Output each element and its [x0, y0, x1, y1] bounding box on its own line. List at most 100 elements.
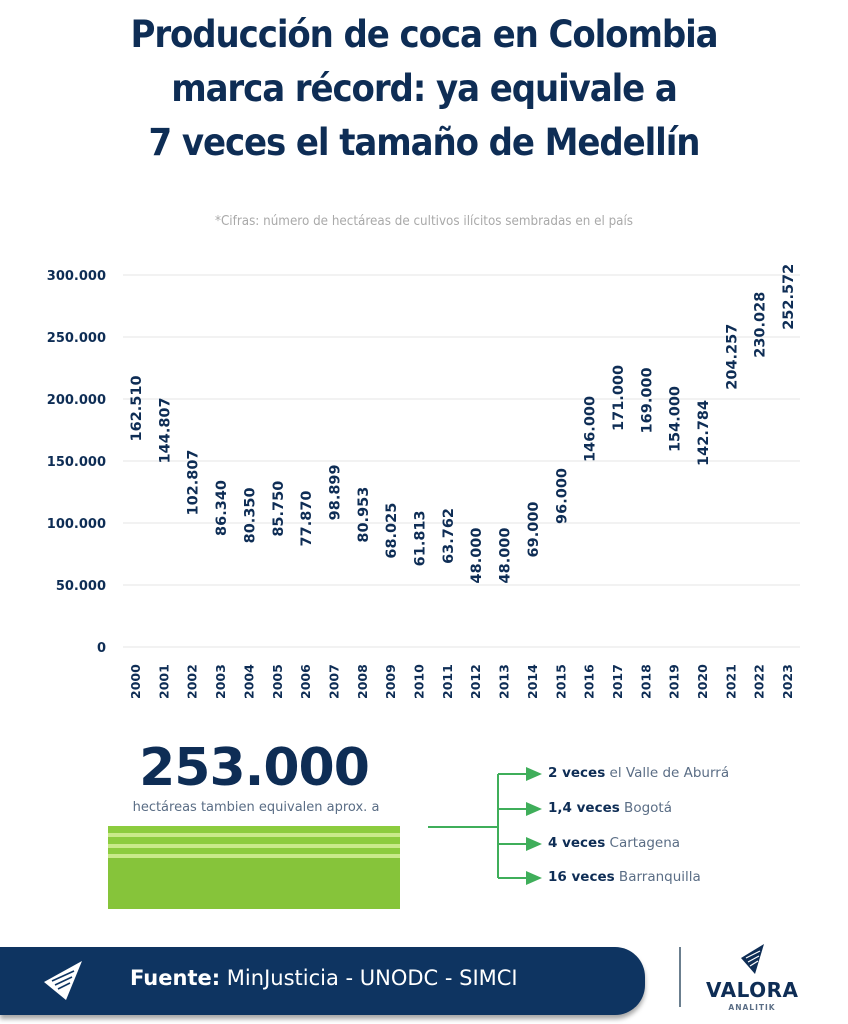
- bar-2018: [634, 437, 656, 644]
- x-tick-label: 2009: [383, 664, 398, 699]
- value-label: 85.750: [271, 481, 287, 537]
- coca-leaf-icon: [577, 550, 600, 570]
- coca-leaf-icon: [577, 600, 600, 619]
- y-tick-label: 50.000: [56, 579, 106, 594]
- coca-leaf-icon: [577, 500, 600, 520]
- bar-2019: [662, 456, 685, 644]
- coca-leaf-icon: [351, 600, 373, 619]
- equivalence-place: Cartagena: [605, 835, 681, 851]
- coca-leaf-icon: [237, 550, 260, 570]
- coca-leaf-icon: [719, 476, 742, 495]
- value-labels-layer: 162.510 144.807 102.807 86.340 80.350 85.750 7…: [129, 264, 797, 584]
- coca-leaf-icon: [152, 600, 175, 619]
- coca-leaf-icon: [237, 600, 260, 619]
- bar-2017: [606, 434, 628, 644]
- x-tick-label: 2008: [355, 664, 370, 699]
- coca-leaf-icon: [464, 600, 486, 619]
- x-tick-label: 2014: [525, 664, 540, 699]
- value-label: 144.807: [157, 397, 173, 463]
- coca-leaf-icon: [521, 600, 543, 619]
- x-tick-label: 2002: [185, 664, 200, 699]
- source-label: Fuente:: [130, 966, 221, 990]
- coca-leaf-icon: [181, 600, 203, 619]
- value-label: 68.025: [384, 503, 400, 559]
- pictogram-chart: 0 50.000 100.000 150.000 200.000 250.000 300.0…: [47, 264, 800, 699]
- coca-leaf-icon: [436, 624, 458, 644]
- source-banner: [0, 947, 645, 1015]
- coca-leaf-icon: [209, 550, 231, 570]
- coca-leaf-icon: [719, 401, 742, 421]
- value-label: 204.257: [724, 324, 740, 390]
- bar-2020: [691, 476, 713, 644]
- coca-leaf-icon: [691, 476, 713, 495]
- x-tick-label: 2001: [156, 664, 171, 699]
- equivalence-factor: 2 veces: [548, 765, 606, 781]
- coca-leaf-icon: [152, 525, 175, 545]
- coca-leaf-icon: [634, 525, 656, 545]
- coca-leaf-icon: [294, 550, 316, 570]
- y-axis-ticks: 0 50.000 100.000 150.000 200.000 250.000 300.0…: [47, 269, 106, 656]
- equivalence-item: 4 veces Cartagena: [548, 835, 680, 851]
- x-tick-label: 2023: [780, 664, 795, 699]
- value-label: 96.000: [554, 468, 570, 524]
- coca-leaf-icon: [606, 525, 628, 545]
- coca-leaf-icon: [634, 476, 656, 495]
- x-tick-label: 2010: [412, 664, 427, 699]
- chart-subtitle: *Cifras: número de hectáreas de cultivos…: [214, 214, 634, 229]
- coca-leaf-icon: [634, 600, 656, 619]
- x-tick-label: 2013: [497, 664, 512, 699]
- coca-leaf-icon: [124, 624, 146, 644]
- coca-leaf-icon: [748, 476, 770, 495]
- coca-leaf-icon: [691, 500, 713, 520]
- coca-leaf-icon: [776, 624, 798, 644]
- x-tick-label: 2016: [582, 664, 597, 699]
- coca-leaf-icon: [124, 600, 146, 619]
- x-tick-label: 2020: [695, 664, 710, 699]
- bar-2009: [379, 562, 401, 644]
- coca-leaf-icon: [492, 624, 515, 644]
- bar-2016: [577, 465, 600, 644]
- coca-leaf-icon: [152, 550, 175, 570]
- coca-leaf-icon: [577, 624, 600, 644]
- coca-leaf-icon: [152, 624, 175, 644]
- x-tick-label: 2015: [553, 664, 568, 699]
- coca-leaf-icon: [407, 624, 430, 644]
- field-stripes-graphic: [108, 826, 400, 909]
- bar-2000: [124, 451, 146, 644]
- brand-subtitle: ANALITIK: [728, 1003, 776, 1012]
- bar-2014: [521, 561, 543, 644]
- x-tick-label: 2019: [667, 664, 682, 699]
- coca-leaf-icon: [719, 624, 742, 644]
- coca-leaf-icon: [606, 600, 628, 619]
- coca-leaf-icon: [719, 550, 742, 570]
- coca-leaf-icon: [719, 500, 742, 520]
- coca-leaf-icon: [606, 624, 628, 644]
- coca-leaf-icon: [719, 525, 742, 545]
- title-line-3: 7 veces el tamaño de Medellín: [148, 121, 701, 164]
- coca-leaf-icon: [549, 550, 571, 570]
- coca-leaf-icon: [719, 426, 742, 446]
- x-tick-label: 2017: [610, 664, 625, 699]
- coca-leaf-icon: [209, 600, 231, 619]
- coca-leaf-icon: [748, 550, 770, 570]
- coca-leaf-icon: [748, 401, 770, 421]
- value-label: 171.000: [611, 365, 627, 431]
- coca-leaf-icon: [748, 376, 770, 396]
- x-tick-label: 2004: [241, 664, 256, 699]
- coca-leaf-icon: [691, 550, 713, 570]
- coca-leaf-icon: [748, 426, 770, 446]
- value-label: 102.807: [186, 449, 202, 515]
- coca-leaf-icon: [748, 600, 770, 619]
- value-label: 86.340: [214, 480, 230, 536]
- equivalence-place: Barranquilla: [614, 869, 701, 885]
- value-label: 142.784: [696, 400, 712, 466]
- y-tick-label: 0: [97, 641, 106, 656]
- coca-leaf-icon: [776, 500, 798, 520]
- y-tick-label: 250.000: [47, 331, 106, 346]
- equivalence-place: Bogotá: [619, 800, 672, 816]
- headline-caption: hectáreas tambien equivalen aprox. a: [132, 800, 380, 815]
- x-axis-ticks: 2000 2001 2002 2003 2004 2005 2006 2007 2008 2009…: [128, 664, 795, 699]
- value-label: 63.762: [441, 508, 457, 564]
- coca-leaf-icon: [577, 476, 600, 495]
- x-tick-label: 2003: [213, 664, 228, 699]
